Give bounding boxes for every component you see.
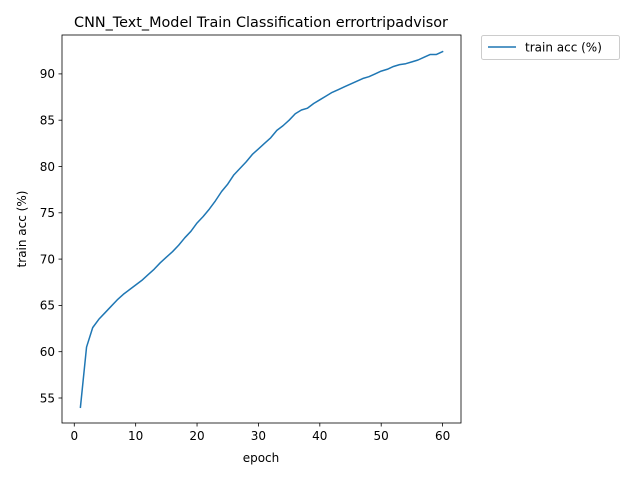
y-tick-label: 55 <box>40 391 55 405</box>
x-tick-label: 0 <box>70 429 78 443</box>
legend-frame <box>481 35 620 60</box>
y-tick-label: 85 <box>40 113 55 127</box>
x-tick-label: 20 <box>189 429 204 443</box>
y-tick-label: 60 <box>40 345 55 359</box>
y-axis-label: train acc (%) <box>15 191 29 268</box>
y-tick-label: 80 <box>40 160 55 174</box>
chart-title: CNN_Text_Model Train Classification erro… <box>74 15 448 31</box>
y-tick-label: 65 <box>40 299 55 313</box>
y-tick-label: 75 <box>40 206 55 220</box>
x-tick-label: 40 <box>312 429 327 443</box>
y-tick-label: 70 <box>40 252 55 266</box>
series-line-0 <box>79 50 444 409</box>
axes-frame <box>61 34 462 424</box>
legend: train acc (%) <box>481 35 620 60</box>
x-tick-label: 50 <box>374 429 389 443</box>
x-tick-label: 60 <box>435 429 450 443</box>
x-tick-label: 10 <box>128 429 143 443</box>
x-tick-label: 30 <box>251 429 266 443</box>
x-axis-label: epoch <box>243 451 280 465</box>
legend-label: train acc (%) <box>525 40 602 54</box>
plot-area: 0 10 20 30 40 50 60 55 60 65 70 75 80 85 90 <box>40 34 462 443</box>
y-tick-label: 90 <box>40 67 55 81</box>
